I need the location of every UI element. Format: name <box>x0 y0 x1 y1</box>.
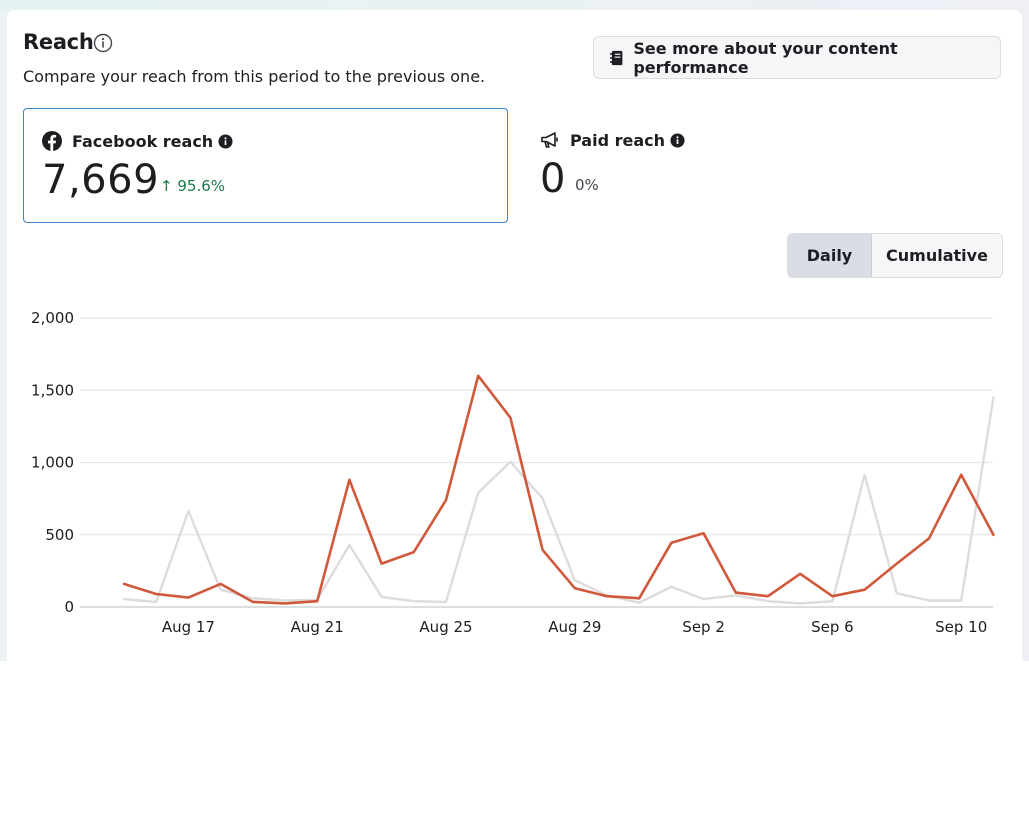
content-performance-button[interactable]: See more about your content performance <box>593 36 1001 79</box>
facebook-reach-label: Facebook reach <box>72 131 214 151</box>
page-title: Reach <box>23 30 94 54</box>
arrow-up-icon: ↑ <box>160 177 173 195</box>
x-tick-label: Aug 25 <box>419 618 472 636</box>
x-tick-label: Sep 10 <box>935 618 987 636</box>
page-subtitle: Compare your reach from this period to t… <box>23 67 486 86</box>
facebook-reach-value: 7,669 <box>42 157 160 203</box>
x-tick-label: Sep 2 <box>682 618 725 636</box>
content-performance-label: See more about your content performance <box>633 38 898 77</box>
current-period-line <box>122 374 995 605</box>
reach-card <box>7 10 1022 661</box>
paid-reach-label: Paid reach <box>570 130 666 150</box>
cumulative-button[interactable]: Cumulative <box>872 234 1002 277</box>
daily-cumulative-toggle: Daily Cumulative <box>787 233 1003 278</box>
paid-reach-card[interactable]: Paid reach 0 0% <box>522 108 1002 223</box>
right-edge <box>1022 10 1029 661</box>
daily-button[interactable]: Daily <box>788 234 872 277</box>
x-tick-label: Aug 21 <box>291 618 344 636</box>
facebook-reach-change: ↑ 95.6% <box>160 177 225 195</box>
info-filled-icon[interactable] <box>218 133 233 149</box>
y-tick-label: 1,000 <box>31 454 74 472</box>
megaphone-icon <box>541 132 558 148</box>
y-tick-label: 0 <box>64 598 74 616</box>
info-outline-icon[interactable] <box>93 33 113 53</box>
y-tick-label: 2,000 <box>31 309 74 327</box>
y-tick-label: 500 <box>45 526 74 544</box>
x-tick-label: Aug 29 <box>548 618 601 636</box>
notebook-icon <box>610 50 623 65</box>
paid-reach-change: 0% <box>575 176 599 194</box>
reach-line-chart: 2,000 1,500 1,000 500 0 Aug 17 Aug 21 Aug 25 Aug… <box>31 309 995 636</box>
previous-period-line <box>122 396 995 605</box>
facebook-icon <box>42 131 62 151</box>
x-tick-label: Aug 17 <box>162 618 215 636</box>
facebook-reach-change-value: 95.6% <box>177 177 226 195</box>
facebook-reach-card[interactable]: Facebook reach 7,669 ↑ 95.6% <box>23 108 508 223</box>
left-edge <box>0 10 7 661</box>
x-tick-label: Sep 6 <box>811 618 854 636</box>
paid-reach-value: 0 <box>540 156 566 202</box>
info-filled-icon[interactable] <box>670 132 685 148</box>
y-tick-label: 1,500 <box>31 381 74 399</box>
